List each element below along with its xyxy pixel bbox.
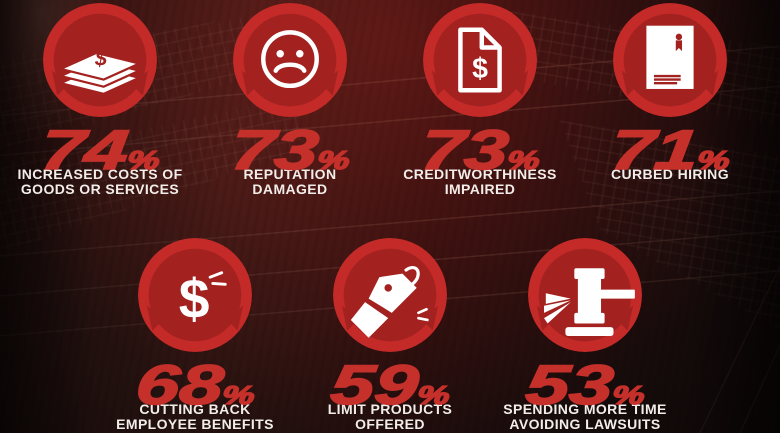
svg-text:$: $: [179, 268, 210, 330]
svg-text:$: $: [94, 46, 108, 70]
svg-text:$: $: [472, 53, 488, 85]
